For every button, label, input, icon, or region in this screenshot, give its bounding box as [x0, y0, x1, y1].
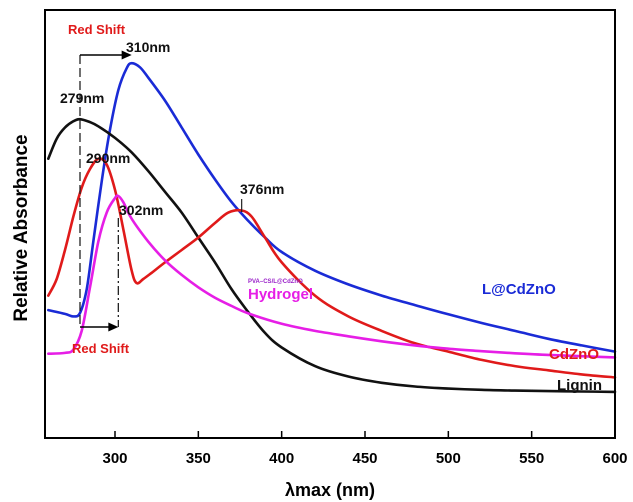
plot-frame — [44, 9, 616, 439]
peak-label-290: 290nm — [86, 150, 130, 166]
peak-label-310: 310nm — [126, 39, 170, 55]
series-line-lcdzno — [47, 61, 617, 353]
series-label-pva-cs: PVA–CS/L@CdZnO — [248, 279, 303, 285]
x-axis-label: λmax (nm) — [285, 480, 375, 500]
red-shift-label-bottom: Red Shift — [72, 341, 130, 356]
x-tick-label: 400 — [269, 450, 294, 467]
series-label-lcdzno: L@CdZnO — [482, 281, 556, 298]
x-tick-label: 450 — [352, 450, 377, 467]
peak-label-302: 302nm — [119, 202, 163, 218]
peak-guide-lines — [79, 50, 243, 332]
series-label-cdzno: CdZnO — [549, 346, 599, 363]
chart-annotations: Red Shift Red Shift 310nm 279nm 290nm 30… — [60, 22, 602, 394]
x-tick-label: 550 — [519, 450, 544, 467]
series-line-cdzno — [47, 157, 617, 379]
red-shift-label-top: Red Shift — [68, 22, 126, 37]
peak-label-376: 376nm — [240, 181, 284, 197]
x-tick-label: 350 — [186, 450, 211, 467]
x-tick-label: 300 — [102, 450, 127, 467]
x-axis-ticks: 300 350 400 450 500 550 600 — [102, 431, 628, 467]
x-tick-label: 600 — [602, 450, 627, 467]
series-line-lignin — [47, 117, 617, 394]
series-label-lignin: Lignin — [557, 377, 602, 394]
y-axis-label: Relative Absorbance — [11, 134, 32, 321]
series-line-hydrogel — [47, 194, 617, 359]
x-tick-label: 500 — [436, 450, 461, 467]
red-shift-arrow-bottom-head — [108, 322, 119, 332]
series-curves — [47, 61, 617, 394]
peak-label-279: 279nm — [60, 90, 104, 106]
series-label-hydrogel: Hydrogel — [248, 286, 313, 303]
red-shift-arrow-top-head — [121, 50, 132, 60]
